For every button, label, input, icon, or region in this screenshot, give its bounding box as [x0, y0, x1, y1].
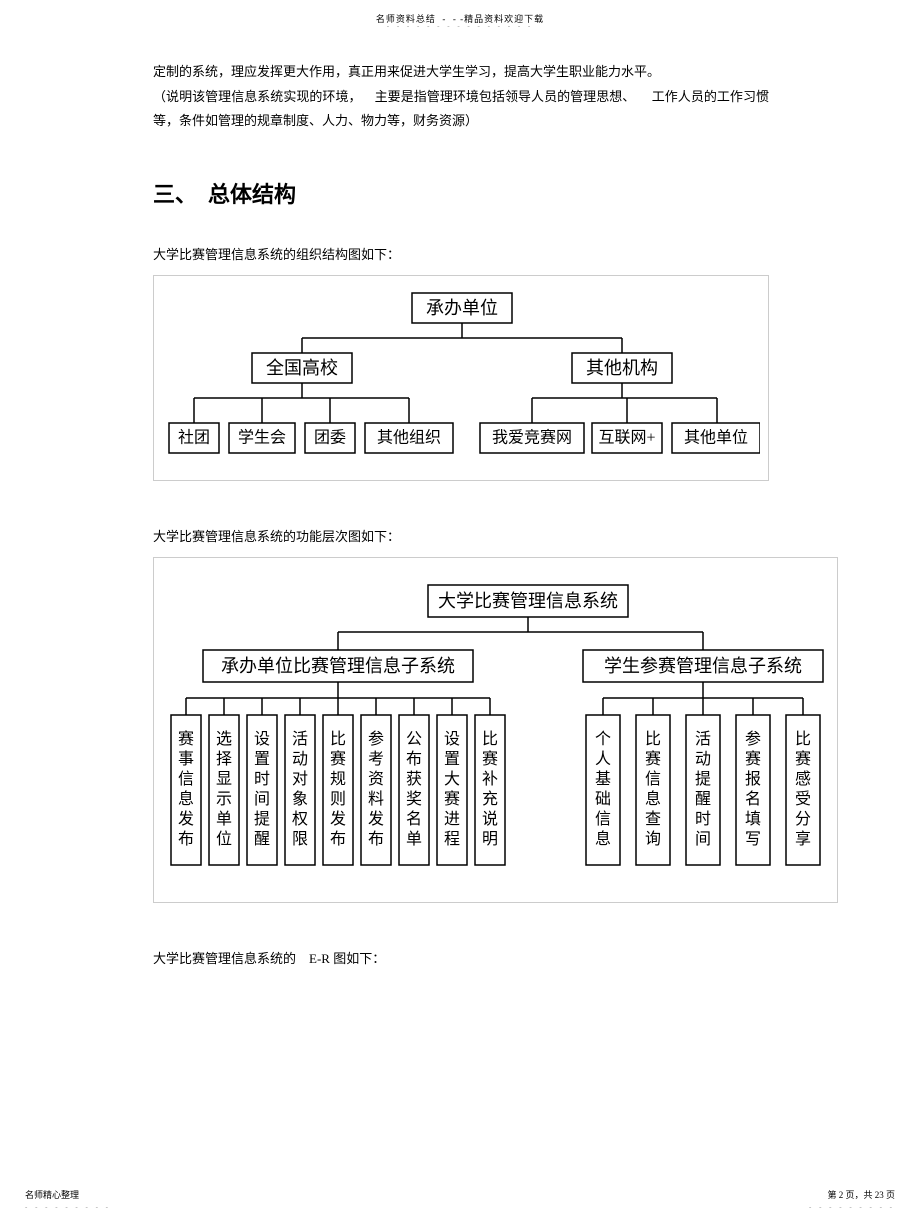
- footer-right: 第 2 页，共 23 页: [827, 1188, 895, 1201]
- footer-left: 名师精心整理: [25, 1188, 79, 1201]
- d1-l2-1: 其他机构: [586, 358, 658, 378]
- section-heading: 三、 总体结构: [153, 177, 769, 209]
- org-diagram-container: 承办单位 全国高校 其他机构 社团 学生会 团委: [153, 275, 769, 481]
- diagram1-caption: 大学比赛管理信息系统的组织结构图如下：: [153, 244, 769, 263]
- intro-para-2: （说明该管理信息系统实现的环境， 主要是指管理环境包括领导人员的管理思想、 工作…: [153, 85, 769, 132]
- d1-ll-2: 团委: [314, 429, 346, 447]
- d1-lr-0: 我爱竞赛网: [492, 428, 572, 447]
- d2-root: 大学比赛管理信息系统: [438, 591, 618, 611]
- diagram3-caption: 大学比赛管理信息系统的 E-R 图如下：: [153, 948, 769, 967]
- func-diagram-svg: 大学比赛管理信息系统 承办单位比赛管理信息子系统 学生参赛管理信息子系统 赛事信…: [163, 580, 828, 880]
- func-diagram-container: 大学比赛管理信息系统 承办单位比赛管理信息子系统 学生参赛管理信息子系统 赛事信…: [153, 557, 838, 903]
- d2-left-leaves: 赛事信息发布选择显示单位设置时间提醒活动对象权限比赛规则发布参考资料发布公布获奖…: [171, 698, 505, 865]
- d1-ll-3: 其他组织: [377, 429, 441, 447]
- diagram2-caption: 大学比赛管理信息系统的功能层次图如下：: [153, 526, 769, 545]
- intro-para-1: 定制的系统，理应发挥更大作用，真正用来促进大学生学习，提高大学生职业能力水平。: [153, 60, 769, 83]
- d1-ll-1: 学生会: [238, 429, 286, 447]
- d1-l2-0: 全国高校: [266, 358, 338, 378]
- caption3b: E-R 图如下：: [309, 951, 385, 966]
- d2-l2r: 学生参赛管理信息子系统: [604, 656, 802, 676]
- main-content: 定制的系统，理应发挥更大作用，真正用来促进大学生学习，提高大学生职业能力水平。 …: [153, 60, 769, 979]
- footer-dots-left: - - - - - - - - -: [25, 1203, 111, 1211]
- org-diagram-svg: 承办单位 全国高校 其他机构 社团 学生会 团委: [162, 288, 760, 468]
- d1-root: 承办单位: [426, 298, 498, 318]
- d1-lr-1: 互联网+: [598, 429, 655, 447]
- footer-dots-right: - - - - - - - - -: [809, 1203, 895, 1211]
- caption3a: 大学比赛管理信息系统的: [153, 951, 296, 966]
- d2-l2l: 承办单位比赛管理信息子系统: [221, 656, 455, 676]
- page-header-dots: - - - - - - - - - - - - - - -: [0, 22, 920, 30]
- d1-ll-0: 社团: [178, 429, 210, 447]
- d2-right-leaves: 个人基础信息比赛信息查询活动提醒时间参赛报名填写比赛感受分享: [586, 698, 820, 865]
- d1-lr-2: 其他单位: [684, 429, 748, 447]
